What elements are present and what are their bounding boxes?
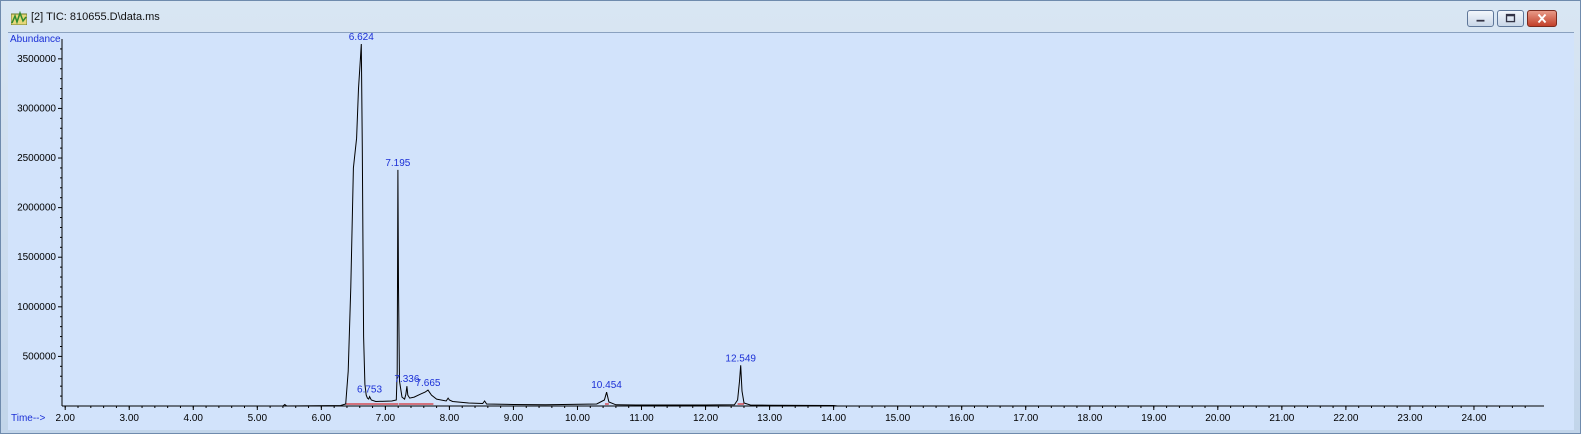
y-tick-label: 3000000: [17, 103, 56, 114]
x-tick-label: 22.00: [1333, 413, 1358, 424]
minimize-button[interactable]: [1467, 10, 1494, 27]
maximize-icon: [1505, 13, 1516, 23]
tic-trace-line: [62, 43, 838, 407]
x-tick-label: 8.00: [440, 413, 460, 424]
x-tick-label: 7.00: [376, 413, 396, 424]
y-axis-title: Abundance: [10, 34, 61, 45]
y-tick-label: 3500000: [17, 54, 56, 65]
title-bar[interactable]: [2] TIC: 810655.D\data.ms: [1, 1, 1580, 31]
x-tick-label: 3.00: [120, 413, 140, 424]
x-tick-label: 21.00: [1269, 413, 1294, 424]
chart-area[interactable]: Abundance Time--> 500000 1000000 1500000 20…: [8, 32, 1574, 430]
y-tick-label: 1000000: [17, 302, 56, 313]
x-tick-label: 19.00: [1141, 413, 1166, 424]
peak-label[interactable]: 7.336: [394, 374, 419, 385]
x-tick-label: 10.00: [565, 413, 590, 424]
x-tick-label: 15.00: [885, 413, 910, 424]
x-tick-label: 24.00: [1461, 413, 1486, 424]
peak-label[interactable]: 10.454: [591, 380, 622, 391]
maximize-button[interactable]: [1497, 10, 1524, 27]
x-tick-label: 18.00: [1077, 413, 1102, 424]
x-axis-title: Time-->: [11, 413, 46, 424]
y-tick-label: 2000000: [17, 203, 56, 214]
window-title: [2] TIC: 810655.D\data.ms: [31, 11, 160, 23]
x-tick-label: 9.00: [504, 413, 524, 424]
x-tick-label: 13.00: [757, 413, 782, 424]
x-tick-label: 6.00: [312, 413, 332, 424]
chromatogram-app-icon: [11, 11, 27, 25]
x-tick-label: 2.00: [55, 413, 75, 424]
peak-label[interactable]: 6.624: [349, 33, 374, 43]
x-tick-label: 4.00: [184, 413, 204, 424]
x-tick-label: 20.00: [1205, 413, 1230, 424]
tic-chromatogram: Abundance Time--> 500000 1000000 1500000 20…: [10, 33, 1544, 424]
y-tick-label: 500000: [23, 351, 57, 362]
x-tick-label: 17.00: [1013, 413, 1038, 424]
x-tick-label: 16.00: [949, 413, 974, 424]
peak-label[interactable]: 7.195: [385, 158, 410, 169]
peak-label[interactable]: 7.665: [415, 378, 440, 389]
x-tick-label: 5.00: [248, 413, 268, 424]
close-icon: [1537, 13, 1547, 24]
peak-label[interactable]: 6.753: [357, 385, 382, 396]
x-tick-label: 14.00: [821, 413, 846, 424]
peak-label[interactable]: 12.549: [725, 353, 756, 364]
x-tick-label: 12.00: [693, 413, 718, 424]
y-tick-label: 1500000: [17, 252, 56, 263]
x-tick-label: 23.00: [1397, 413, 1422, 424]
x-tick-label: 11.00: [629, 413, 654, 424]
y-tick-label: 2500000: [17, 153, 56, 164]
minimize-icon: [1476, 19, 1485, 22]
close-button[interactable]: [1527, 10, 1557, 27]
